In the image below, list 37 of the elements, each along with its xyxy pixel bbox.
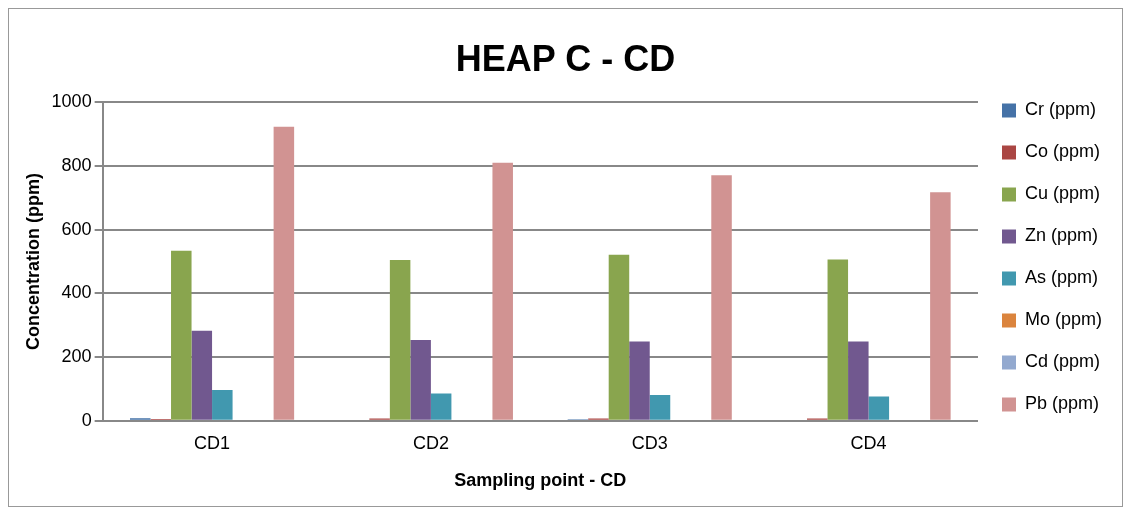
x-axis-title: Sampling point - CD: [454, 470, 627, 491]
legend-label: Mo (ppm): [1024, 309, 1103, 330]
x-tick-label: CD3: [631, 432, 668, 453]
x-tick-label: CD4: [850, 432, 887, 453]
bar: [212, 389, 233, 420]
bar: [191, 330, 213, 420]
bar: [649, 394, 671, 420]
bar: [711, 175, 732, 420]
legend-label: Cd (ppm): [1024, 351, 1101, 372]
legend-label: Zn (ppm): [1024, 225, 1099, 246]
chart-title: HEAP C - CD: [455, 37, 676, 79]
legend-label: Pb (ppm): [1024, 393, 1100, 414]
y-tick-label: 1000: [51, 91, 92, 112]
bar: [410, 339, 431, 420]
bar: [171, 250, 192, 420]
y-tick-label: 800: [61, 154, 92, 175]
x-tick-label: CD1: [194, 432, 231, 453]
bar: [273, 126, 295, 420]
y-tick-label: 600: [61, 218, 92, 239]
bar: [608, 254, 630, 420]
legend-label: Co (ppm): [1024, 141, 1101, 162]
legend-label: As (ppm): [1024, 267, 1099, 288]
legend-label: Cu (ppm): [1024, 183, 1101, 204]
bar: [430, 393, 452, 420]
bar: [629, 341, 650, 420]
x-tick-label: CD2: [412, 432, 449, 453]
bar: [389, 259, 411, 420]
bar: [930, 192, 951, 420]
y-tick-label: 0: [81, 409, 92, 430]
y-axis-title: Concentration (ppm): [22, 173, 43, 350]
legend-label: Cr (ppm): [1024, 99, 1096, 120]
bar: [868, 396, 890, 420]
bar: [827, 259, 849, 420]
y-tick-label: 200: [61, 346, 92, 367]
y-tick-label: 400: [61, 282, 92, 303]
bar: [848, 341, 869, 420]
bar: [492, 162, 513, 420]
